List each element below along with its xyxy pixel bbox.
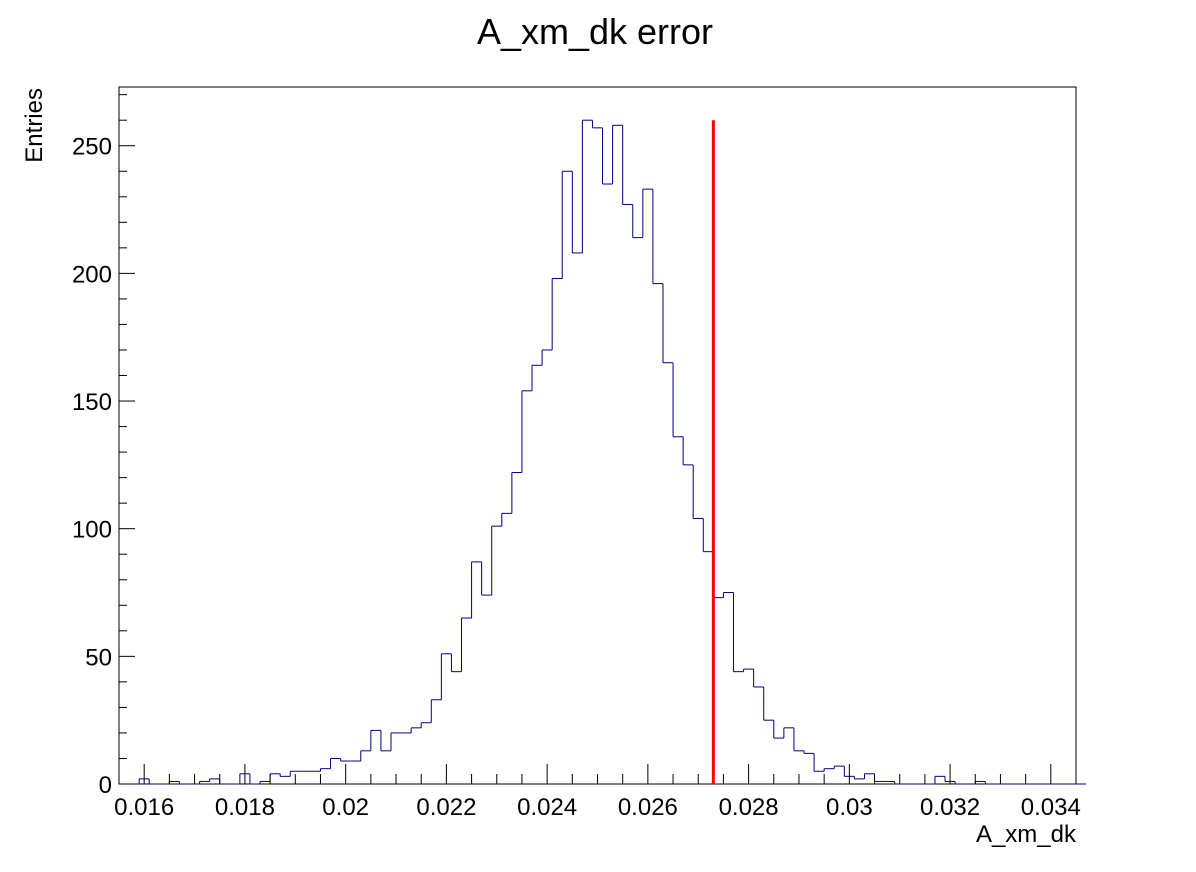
histogram-outline xyxy=(138,120,986,784)
y-tick-label: 250 xyxy=(72,134,112,161)
x-tick-label: 0.03 xyxy=(826,794,873,821)
y-tick-label: 200 xyxy=(72,261,112,288)
x-tick-label: 0.02 xyxy=(322,794,369,821)
x-tick-label: 0.028 xyxy=(719,794,779,821)
y-tick-label: 0 xyxy=(99,772,112,799)
x-tick-label: 0.018 xyxy=(215,794,275,821)
y-tick-label: 100 xyxy=(72,517,112,544)
x-tick-label: 0.024 xyxy=(517,794,577,821)
y-tick-label: 50 xyxy=(85,644,112,671)
x-tick-label: 0.022 xyxy=(416,794,476,821)
plot-area: 0.016 0.018 0.02 0.022 0.024 0.026 0.028 0.03 0.… xyxy=(72,86,1087,821)
y-tick-label: 150 xyxy=(72,389,112,416)
x-tick-label: 0.032 xyxy=(920,794,980,821)
plot-frame xyxy=(118,86,1077,785)
x-axis-label: A_xm_dk xyxy=(976,821,1077,848)
x-tick-label: 0.016 xyxy=(114,794,174,821)
chart-title: A_xm_dk error xyxy=(477,11,713,52)
x-tick-label: 0.026 xyxy=(618,794,678,821)
x-tick-label: 0.034 xyxy=(1021,794,1081,821)
y-axis-label: Entries xyxy=(21,88,48,163)
